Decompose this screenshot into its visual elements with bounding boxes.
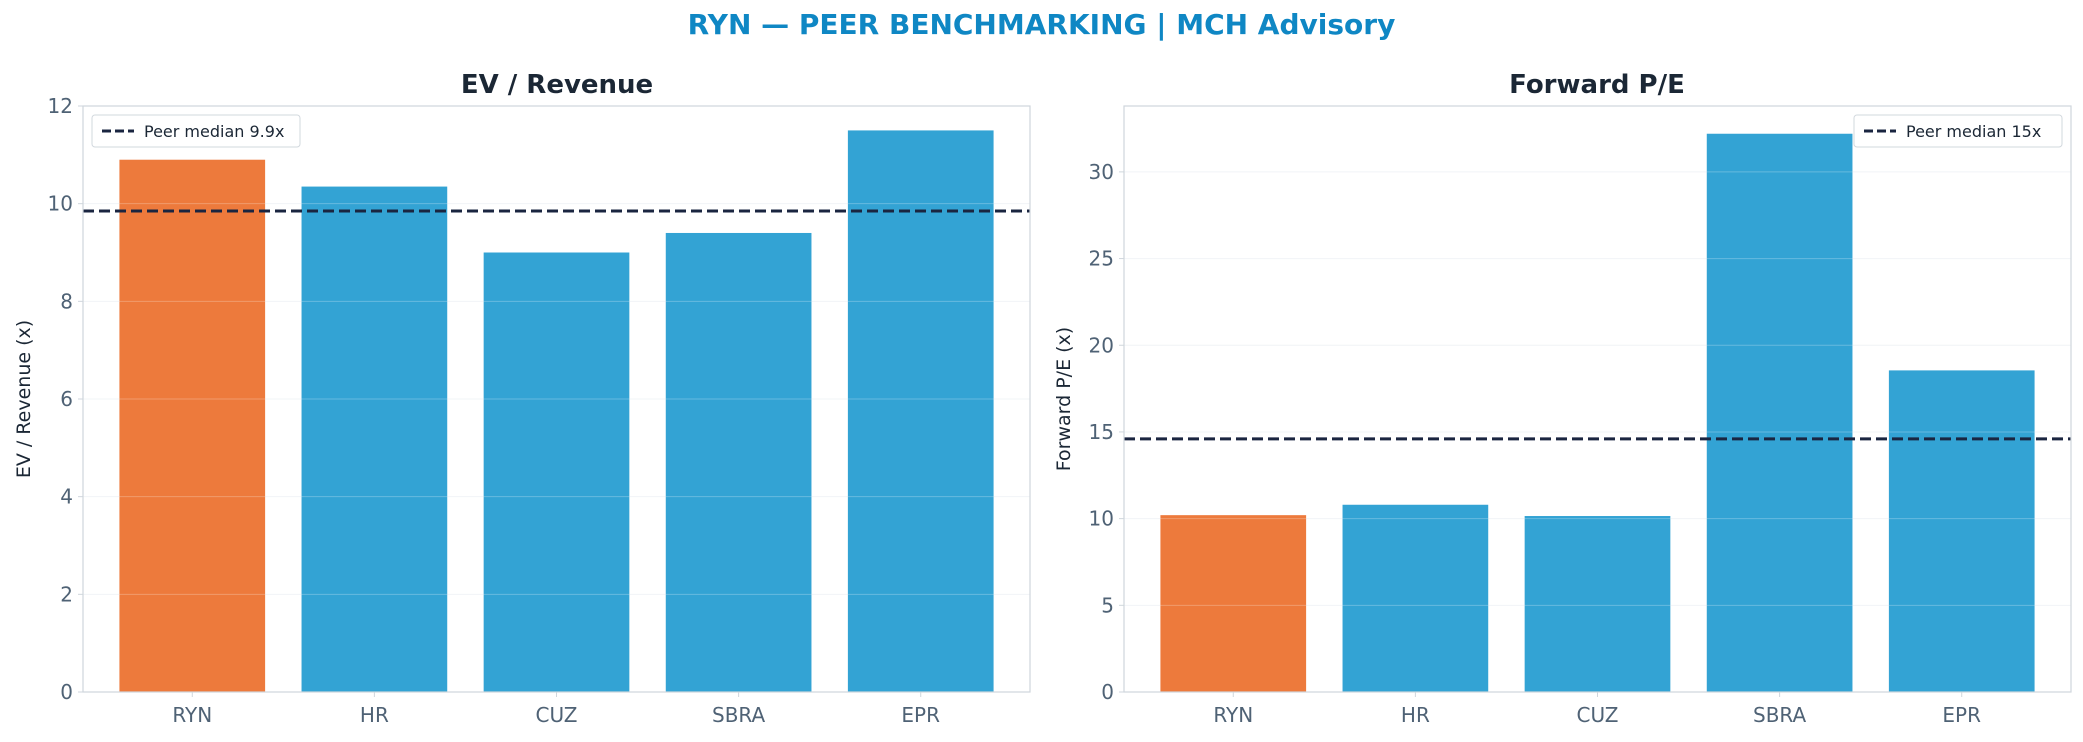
x-tick-label: EPR [901,703,940,727]
y-tick-label: 10 [1089,507,1114,531]
figure-title: RYN — PEER BENCHMARKING | MCH Advisory [687,8,1396,41]
y-tick-label: 12 [48,94,73,118]
y-tick-label: 0 [1101,680,1114,704]
bar-ryn [119,159,266,692]
y-tick-label: 25 [1089,247,1114,271]
legend: Peer median 15x [1853,114,2063,148]
y-tick-label: 15 [1089,420,1114,444]
bar-cuz [1524,516,1671,692]
bar-hr [301,186,448,692]
x-tick-label: RYN [1213,703,1253,727]
bar-cuz [483,252,630,692]
legend-label: Peer median 9.9x [144,122,284,141]
x-tick-label: CUZ [1577,703,1619,727]
legend-label: Peer median 15x [1906,122,2041,141]
y-tick-label: 30 [1089,160,1114,184]
y-tick-label: 0 [60,680,73,704]
x-tick-label: HR [360,703,389,727]
bar-epr [1888,370,2035,692]
y-tick-label: 6 [60,387,73,411]
chart-title: EV / Revenue [461,70,653,100]
legend-box [1853,114,2063,148]
x-tick-label: EPR [1942,703,1981,727]
chart-2: 0 5 10 15 20 25 30 RYN HR CUZ SBRA EPR Forward P/E Fo… [1053,70,2072,727]
y-tick-label: 5 [1101,593,1114,617]
legend-box [91,114,301,148]
legend: Peer median 9.9x [91,114,301,148]
bar-hr [1342,504,1489,692]
y-tick-label: 2 [60,582,73,606]
x-tick-label: RYN [172,703,212,727]
x-tick-label: HR [1401,703,1430,727]
chart-1: 0 2 4 6 8 10 12 RYN HR CUZ SBRA EPR EV / Revenue EV /… [13,70,1031,727]
chart-title: Forward P/E [1509,70,1685,100]
bar-sbra [665,232,812,692]
y-axis-label: EV / Revenue (x) [13,320,35,478]
x-tick-label: SBRA [712,703,766,727]
bar-epr [847,130,994,692]
y-axis-label: Forward P/E (x) [1053,327,1075,471]
x-tick-label: SBRA [1753,703,1807,727]
y-tick-label: 20 [1089,333,1114,357]
y-tick-label: 4 [60,485,73,509]
x-tick-label: CUZ [536,703,578,727]
bar-sbra [1706,133,1853,693]
bar-ryn [1160,515,1307,692]
y-tick-label: 8 [60,289,73,313]
y-tick-label: 10 [48,192,73,216]
